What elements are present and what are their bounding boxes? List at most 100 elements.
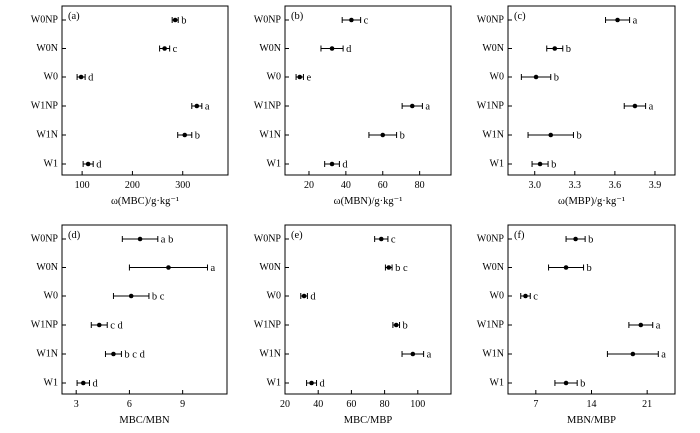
chart-panel: (a) W0NP W0N W0 W1NP W1N W1 100 200 300 ω(MBC)/g·k… (31, 5, 229, 207)
significance-label: c d (110, 320, 123, 331)
significance-label: a b (161, 234, 174, 245)
data-point (194, 103, 200, 109)
data-point (632, 103, 638, 109)
significance-label: b (403, 320, 408, 331)
x-tick-label: 3 (74, 399, 79, 410)
data-point (297, 74, 303, 80)
chart-panel: (c) W0NP W0N W0 W1NP W1N W1 3.0 3.3 3.6 3.9 ω(MBP)/… (477, 5, 676, 207)
significance-label: d (93, 378, 99, 389)
x-axis-label: MBC/MBN (119, 415, 170, 426)
y-tick-label: W1NP (254, 100, 282, 111)
y-tick-label: W1N (259, 129, 281, 140)
significance-label: b (588, 234, 593, 245)
y-tick-label: W1N (259, 348, 281, 359)
y-tick-label: W1NP (254, 319, 282, 330)
significance-label: e (306, 72, 311, 83)
data-point (329, 46, 335, 51)
y-tick-label: W1N (36, 348, 58, 359)
x-tick-label: 20 (304, 180, 314, 191)
y-tick-label: W1NP (477, 319, 505, 330)
data-point (329, 161, 335, 167)
panel-label: (e) (291, 230, 303, 241)
significance-label: c (391, 234, 396, 245)
y-tick-label: W1 (267, 377, 281, 388)
plot-frame (61, 5, 229, 176)
data-point (563, 265, 569, 270)
y-tick-label: W1 (490, 158, 504, 169)
y-tick-label: W1NP (477, 100, 505, 111)
y-tick-label: W1 (490, 377, 504, 388)
significance-label: a (649, 101, 654, 112)
data-point (380, 132, 386, 138)
data-point (349, 17, 354, 23)
data-point (78, 74, 84, 80)
x-tick-label: 14 (587, 399, 597, 410)
significance-label: b (566, 44, 571, 55)
significance-label: d (88, 72, 94, 83)
significance-label: c (533, 291, 538, 302)
data-point (309, 380, 314, 386)
y-tick-label: W1N (482, 348, 504, 359)
significance-label: b c (395, 263, 408, 274)
x-tick-label: 20 (280, 399, 290, 410)
significance-label: a (633, 15, 638, 26)
x-tick-label: 300 (175, 180, 190, 191)
y-tick-label: W0N (259, 43, 281, 54)
x-axis-label: MBC/MBP (344, 415, 393, 426)
x-tick-label: 40 (341, 180, 351, 191)
plot-frame (284, 224, 452, 395)
y-tick-label: W0N (482, 43, 504, 54)
data-point (96, 322, 102, 328)
y-tick-label: W0N (482, 262, 504, 273)
data-point (301, 293, 307, 299)
data-point (638, 322, 644, 328)
x-tick-label: 60 (346, 399, 356, 410)
significance-label: a (205, 101, 210, 112)
x-tick-label: 3.6 (609, 180, 622, 191)
significance-label: b (551, 159, 556, 170)
significance-label: b (587, 263, 592, 274)
significance-label: b (400, 130, 405, 141)
y-tick-label: W0NP (477, 233, 505, 244)
data-point (182, 132, 188, 138)
significance-label: d (310, 291, 316, 302)
significance-label: b (576, 130, 581, 141)
significance-label: d (96, 159, 102, 170)
x-tick-label: 9 (180, 399, 185, 410)
data-point (386, 265, 392, 270)
chart-panel: (d) W0NP W0N W0 W1NP W1N W1 3 6 9 MBC/MBN a b a b c c … (31, 224, 228, 426)
y-tick-label: W0N (36, 262, 58, 273)
data-point (172, 17, 178, 23)
data-point (137, 236, 143, 242)
y-tick-label: W0 (490, 290, 504, 301)
y-tick-label: W0 (44, 290, 58, 301)
data-point (378, 236, 384, 242)
significance-label: b (181, 15, 186, 26)
x-tick-label: 3.3 (569, 180, 582, 191)
y-tick-label: W0 (267, 290, 281, 301)
y-tick-label: W0NP (254, 233, 282, 244)
data-point (162, 46, 167, 51)
y-tick-label: W1 (267, 158, 281, 169)
plot-frame (507, 224, 676, 395)
x-tick-label: 100 (75, 180, 90, 191)
significance-label: a (427, 349, 432, 360)
y-tick-label: W0NP (477, 14, 505, 25)
data-point (409, 103, 415, 109)
x-axis-label: MBN/MBP (567, 415, 616, 426)
plot-frame (284, 5, 452, 176)
y-tick-label: W0 (44, 71, 58, 82)
data-point (537, 161, 543, 167)
x-axis-label: ω(MBN)/g·kg⁻¹ (334, 196, 403, 207)
significance-label: a (656, 320, 661, 331)
y-tick-label: W1N (36, 129, 58, 140)
significance-label: a (425, 101, 430, 112)
chart-panel: (b) W0NP W0N W0 W1NP W1N W1 20 40 60 80 ω(MBN)/g·kg… (254, 5, 452, 207)
data-point (552, 46, 558, 51)
data-point (523, 293, 528, 299)
significance-label: b c d (124, 349, 145, 360)
y-tick-label: W0NP (31, 233, 59, 244)
y-tick-label: W1 (44, 158, 58, 169)
significance-label: a (661, 349, 666, 360)
y-tick-label: W1NP (31, 100, 59, 111)
